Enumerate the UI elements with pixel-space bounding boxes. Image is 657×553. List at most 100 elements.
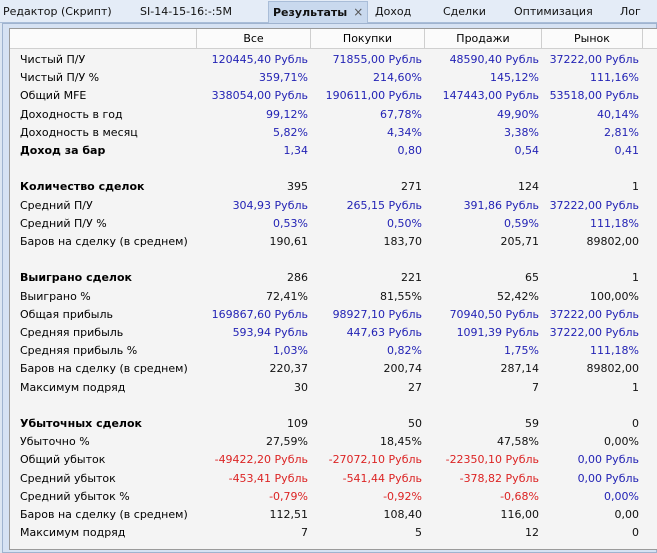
cell-value: 214,60% [373,71,422,85]
cell-value: 1091,39 Рубль [456,326,539,339]
cell-value: 5,82% [273,125,308,139]
cell-value: 120445,40 Рубль [211,53,308,66]
cell-value: 67,78% [380,107,422,121]
cell-value: 265,15 Рубль [346,198,422,212]
cell-value: 70940,50 Рубль [449,307,539,321]
column-header-all[interactable]: Все [196,29,310,48]
tab-trades[interactable]: Сделки [443,5,486,18]
table-row[interactable]: Максимум подряд 7 5 12 0 [10,524,657,542]
table-row[interactable]: Средняя прибыль 593,94 Рубль 447,63 Рубль 1… [10,324,657,342]
table-row[interactable]: Доходность в год 99,12% 67,78% 49,90% 40,14% [10,106,657,124]
cell-value: 145,12% [490,71,539,85]
table-row[interactable]: Средняя прибыль % 1,03% 0,82% 1,75% 111,18% [10,342,657,360]
cell-value: 40,14% [597,107,639,121]
cell-value: 0 [632,526,639,540]
close-icon[interactable]: × [353,5,364,19]
table-row[interactable]: Выиграно % 72,41% 81,55% 52,42% 100,00% [10,288,657,306]
table-row[interactable]: Доходность в месяц 5,82% 4,34% 3,38% 2,81% [10,124,657,142]
table-row[interactable]: Количество сделок 395 271 124 1 [10,178,657,196]
table-header: Все Покупки Продажи Рынок [10,29,657,49]
cell-value: -49422,20 Рубль [214,453,308,467]
cell-value: 1 [632,180,639,194]
row-label: Средний убыток % [20,489,130,503]
table-row[interactable]: Баров на сделку (в среднем) 190,61 183,70 2… [10,233,657,251]
tab-editor-script[interactable]: Редактор (Скрипт) [3,5,112,18]
cell-value: 0,54 [514,144,540,157]
table-row[interactable]: Баров на сделку (в среднем) 112,51 108,40 1… [10,506,657,524]
cell-value: -453,41 Рубль [228,471,308,485]
cell-value: 359,71% [259,71,308,85]
cell-value: 205,71 [500,235,540,248]
cell-value: 81,55% [380,289,422,303]
tab-income[interactable]: Доход [375,5,412,18]
table-row[interactable]: Убыточных сделок 109 50 59 0 [10,415,657,433]
tab-si-5m[interactable]: SI-14-15-16:-:5M [140,5,232,18]
table-row[interactable]: Чистый П/У 120445,40 Рубль 71855,00 Рубль 4… [10,51,657,69]
cell-value: 338054,00 Рубль [211,89,308,103]
row-label: Доход за бар [20,144,106,157]
cell-value: 0,80 [397,144,423,157]
column-header-sells[interactable]: Продажи [424,29,541,48]
row-label: Баров на сделку (в среднем) [20,362,188,376]
table-row[interactable]: Средний убыток -453,41 Рубль -541,44 Рубль… [10,470,657,488]
table-row[interactable]: Доход за бар 1,34 0,80 0,54 0,41 [10,142,657,160]
cell-value: 7 [301,526,308,540]
row-label: Чистый П/У [20,53,86,66]
column-header-filler [642,29,657,48]
table-row[interactable]: Общий MFE 338054,00 Рубль 190611,00 Рубль 1… [10,87,657,105]
table-row[interactable]: Средний П/У % 0,53% 0,50% 0,59% 111,18% [10,215,657,233]
table-row[interactable]: Средний П/У 304,93 Рубль 265,15 Рубль 391,8… [10,197,657,215]
cell-value: 100,00% [590,289,639,303]
cell-value: 0,00% [604,489,639,503]
row-label: Средняя прибыль [20,326,124,339]
cell-value: 221 [401,271,422,285]
table-row[interactable]: Выиграно сделок 286 221 65 1 [10,269,657,287]
cell-value: 98927,10 Рубль [332,307,422,321]
cell-value: 0,00 Рубль [577,471,639,485]
cell-value: -0,79% [269,489,308,503]
cell-value: 116,00 [500,508,540,521]
cell-value: 27 [408,380,422,394]
column-header-market[interactable]: Рынок [541,29,642,48]
cell-value: 0,00 Рубль [577,453,639,467]
table-row[interactable]: Убыточно % 27,59% 18,45% 47,58% 0,00% [10,433,657,451]
table-row[interactable]: Баров на сделку (в среднем) 220,37 200,74 2… [10,360,657,378]
row-label: Общий убыток [20,453,106,467]
table-row[interactable]: Чистый П/У % 359,71% 214,60% 145,12% 111,16% [10,69,657,87]
row-label: Баров на сделку (в среднем) [20,235,188,248]
table-row[interactable]: Максимум подряд 30 27 7 1 [10,379,657,397]
table-row[interactable]: Средний убыток % -0,79% -0,92% -0,68% 0,00% [10,488,657,506]
column-header-buys[interactable]: Покупки [310,29,424,48]
cell-value: 37222,00 Рубль [549,326,639,339]
row-label: Максимум подряд [20,380,126,394]
cell-value: 2,81% [604,125,639,139]
cell-value: 1,75% [504,344,539,358]
cell-value: 52,42% [497,289,539,303]
cell-value: 0,59% [504,216,539,230]
table-row[interactable]: Общая прибыль 169867,60 Рубль 98927,10 Руб… [10,306,657,324]
cell-value: 271 [401,180,422,194]
cell-value: -0,92% [383,489,422,503]
row-label: Выиграно сделок [20,271,133,285]
results-table: Все Покупки Продажи Рынок Чистый П/У 1204… [9,28,657,550]
tab-results[interactable]: Результаты × [268,1,369,23]
row-label: Общая прибыль [20,307,113,321]
table-row[interactable]: Общий убыток -49422,20 Рубль -27072,10 Руб… [10,451,657,469]
cell-value: 0 [632,417,639,430]
tab-optimization[interactable]: Оптимизация [514,5,593,18]
cell-value: 112,51 [269,508,309,521]
cell-value: 111,18% [590,344,639,358]
row-label: Убыточных сделок [20,417,143,430]
row-label: Максимум подряд [20,526,126,540]
cell-value: 1,03% [273,344,308,358]
cell-value: 99,12% [266,107,308,121]
tab-results-label: Результаты [273,6,348,19]
cell-value: 5 [415,526,422,540]
cell-value: 3,38% [504,125,539,139]
tab-bar: Редактор (Скрипт) SI-14-15-16:-:5M Резул… [0,0,657,23]
tab-log[interactable]: Лог [620,5,641,18]
cell-value: 0,00 [614,508,640,521]
cell-value: 27,59% [266,435,308,449]
cell-value: 447,63 Рубль [346,326,422,339]
cell-value: 0,41 [614,144,640,157]
